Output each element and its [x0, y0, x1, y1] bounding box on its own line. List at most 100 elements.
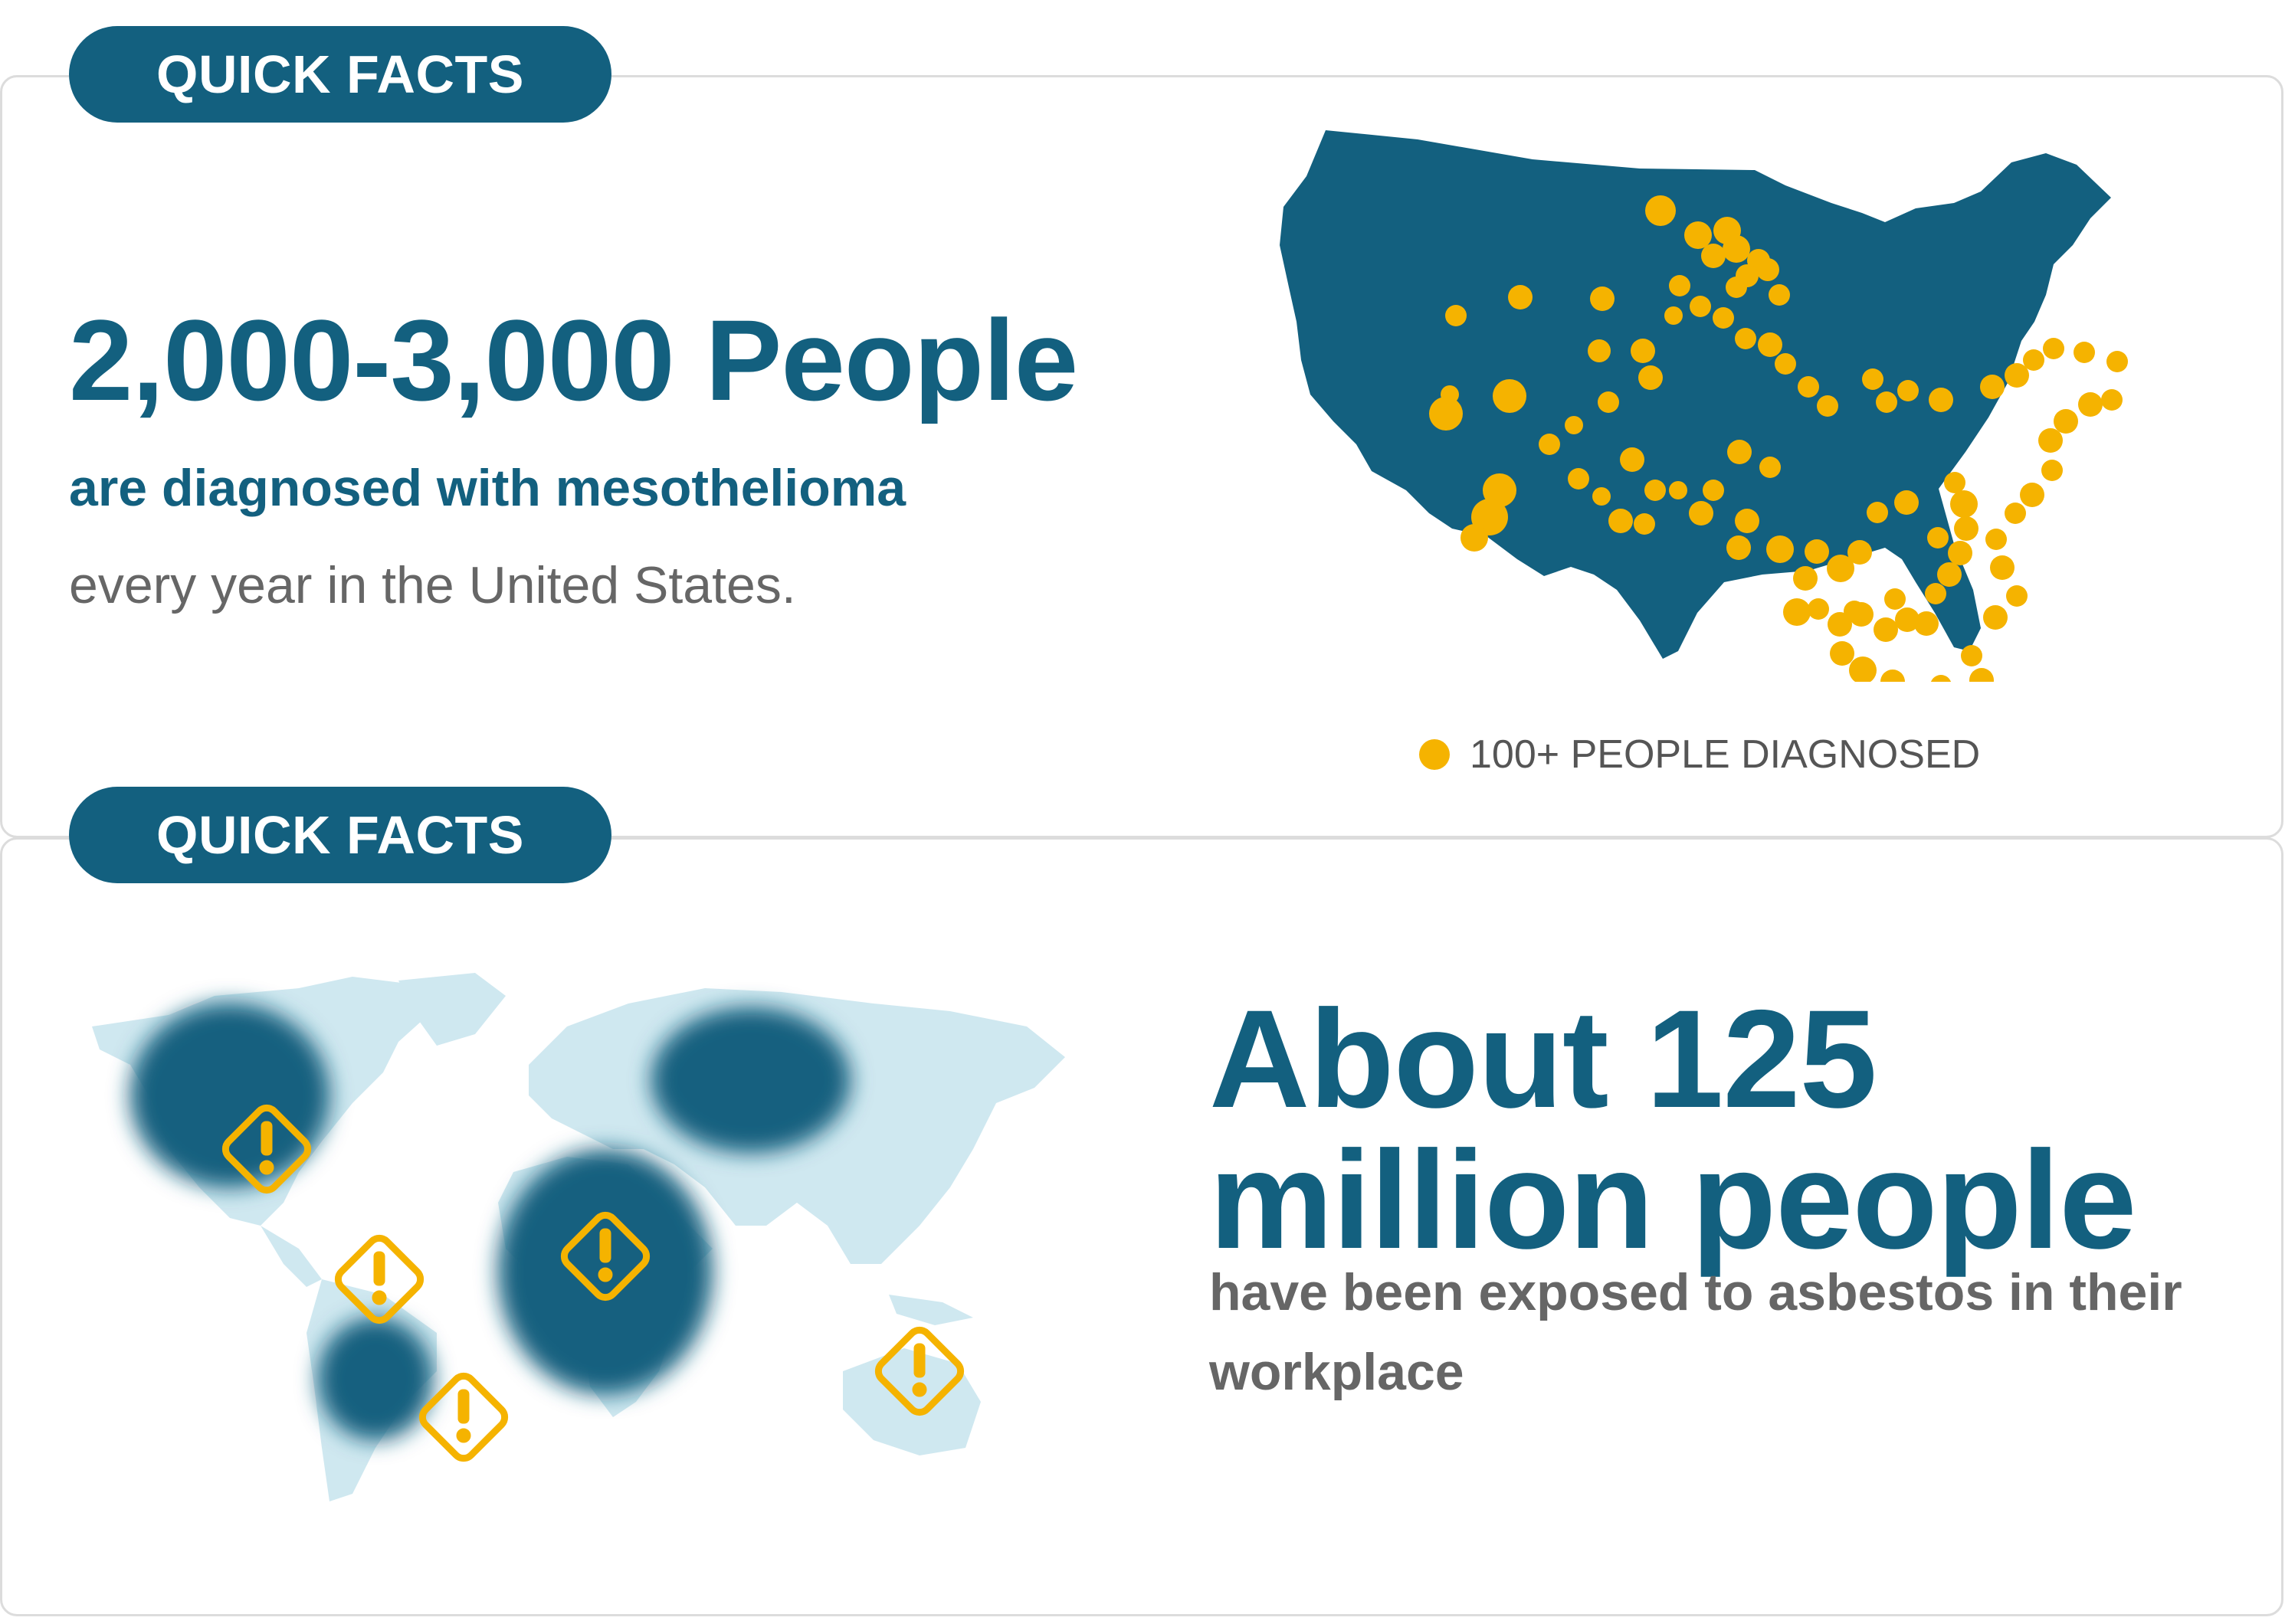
diagnosis-dot — [1690, 296, 1711, 317]
diagnosis-dot — [1669, 275, 1690, 296]
diagnosis-dot — [1925, 583, 1946, 604]
diagnosis-dot — [1726, 277, 1747, 298]
diagnosis-dot — [1664, 306, 1683, 325]
exposure-body-text: have been exposed to asbestos in their w… — [1209, 1263, 2182, 1401]
diagnosis-dot — [1775, 353, 1796, 375]
diagnosis-dot — [1645, 195, 1676, 226]
quick-facts-badge: QUICK FACTS — [69, 26, 611, 123]
diagnosis-dot — [1985, 529, 2007, 550]
diagnosis-dot — [2101, 389, 2123, 411]
quick-facts-card-world — [0, 837, 2283, 1616]
diagnosis-dot — [1862, 368, 1883, 390]
diagnosis-dot — [1808, 598, 1829, 620]
diagnosis-body-text: every year in the United States. — [69, 556, 796, 614]
diagnosis-dot — [1669, 481, 1687, 499]
legend-dot-icon — [1419, 739, 1450, 770]
diagnosis-dot — [1847, 540, 1872, 565]
diagnosis-dot — [2020, 483, 2044, 507]
diagnosis-dot — [1598, 391, 1619, 413]
diagnosis-dot — [2078, 392, 2103, 417]
headline-line-2: million people — [1209, 1121, 2137, 1278]
diagnosis-dot — [1937, 562, 1962, 587]
diagnosis-dot — [1849, 656, 1877, 682]
diagnosis-dot — [1876, 391, 1897, 413]
diagnosis-dot — [1644, 480, 1666, 501]
diagnosis-dot — [1634, 513, 1655, 535]
diagnosis-dot — [1460, 524, 1488, 552]
diagnosis-dot — [1684, 221, 1712, 249]
diagnosis-dot — [1914, 611, 1939, 636]
diagnosis-dot — [1638, 365, 1663, 390]
diagnosis-dot — [1817, 395, 1838, 417]
diagnosis-dot — [1539, 434, 1560, 455]
diagnosis-dot — [1895, 607, 1919, 632]
diagnosis-dot — [1759, 457, 1781, 478]
diagnosis-dot — [1565, 416, 1583, 434]
diagnosis-dot — [1758, 332, 1782, 357]
diagnosis-dot — [2043, 338, 2064, 359]
diagnosis-dot — [1930, 675, 1952, 682]
diagnosis-dot — [1756, 258, 1779, 281]
diagnosis-dot — [1766, 535, 1794, 563]
diagnosis-dot — [1620, 447, 1644, 472]
diagnosis-dot — [1884, 588, 1906, 610]
diagnosis-dot — [2023, 349, 2044, 371]
diagnosis-dot — [1944, 472, 1965, 493]
diagnosis-dot — [1827, 555, 1854, 582]
diagnosis-dot — [1735, 328, 1756, 349]
diagnosis-dot — [1590, 286, 1615, 311]
diagnosis-dot — [1954, 516, 1978, 541]
diagnosis-dot — [1867, 502, 1888, 523]
diagnosis-dot — [1980, 375, 2005, 399]
diagnosis-dot — [1701, 244, 1726, 268]
diagnosis-dot — [1880, 670, 1905, 682]
diagnosis-dot — [1793, 566, 1818, 591]
diagnosis-dot — [1727, 440, 1752, 464]
diagnosis-dots — [1429, 195, 2128, 682]
diagnosis-dot — [1441, 385, 1459, 404]
diagnosis-dot — [1948, 541, 1972, 565]
diagnosis-dot — [1897, 380, 1919, 401]
diagnosis-dot — [1508, 285, 1533, 309]
diagnosis-count-headline: 2,000-3,000 People — [69, 296, 1078, 424]
diagnosis-dot — [1894, 490, 1919, 515]
diagnosis-dot — [1969, 668, 1994, 682]
diagnosis-dot — [1703, 480, 1724, 501]
diagnosis-dot — [1592, 487, 1611, 506]
diagnosis-dot — [1798, 376, 1819, 398]
headline-line-1: About 125 — [1209, 981, 1877, 1137]
diagnosis-dot — [1713, 307, 1734, 329]
diagnosis-dot — [1805, 539, 1829, 564]
diagnosis-dot — [1830, 641, 1854, 666]
diagnosis-dot — [1608, 509, 1633, 533]
diagnosis-dot — [2038, 428, 2063, 453]
diagnosis-dot — [1927, 527, 1949, 548]
diagnosis-dot — [1769, 284, 1790, 306]
diagnosis-dot — [2054, 409, 2078, 434]
diagnosis-dot — [2041, 460, 2063, 481]
world-map-icon — [92, 973, 1065, 1501]
diagnosis-dot — [2106, 351, 2128, 372]
diagnosis-dot — [1990, 555, 2015, 580]
diagnosis-dot — [1783, 598, 1811, 626]
diagnosis-dot — [1568, 468, 1589, 489]
diagnosis-dot — [1493, 379, 1526, 413]
diagnosis-dot — [1929, 388, 1953, 412]
diagnosis-dot — [2006, 585, 2028, 607]
diagnosis-dot — [1723, 235, 1750, 263]
map-legend: 100+ PEOPLE DIAGNOSED — [1419, 732, 1980, 778]
diagnosis-dot — [1828, 612, 1852, 637]
diagnosis-dot — [1689, 501, 1713, 526]
diagnosis-dot — [1588, 339, 1611, 362]
diagnosis-dot — [1483, 473, 1516, 507]
diagnosis-dot — [1631, 339, 1655, 363]
diagnosis-dot — [2005, 503, 2026, 524]
exposure-count-headline: About 125 million people — [1209, 988, 2137, 1270]
legend-label: 100+ PEOPLE DIAGNOSED — [1470, 732, 1981, 777]
diagnosis-dot — [1844, 601, 1865, 622]
diagnosis-dot — [1735, 509, 1759, 533]
diagnosis-dot — [2005, 363, 2029, 388]
diagnosis-dot — [1950, 490, 1978, 518]
diagnosis-dot — [1983, 605, 2008, 630]
us-map-icon — [1280, 130, 2128, 682]
